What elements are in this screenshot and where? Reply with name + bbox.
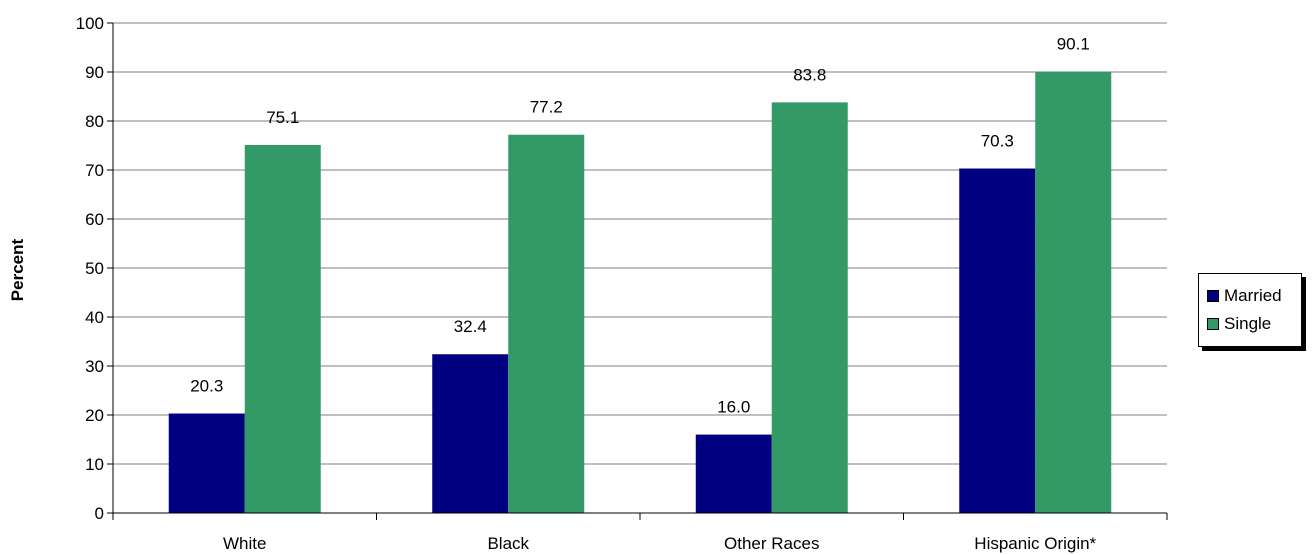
axes xyxy=(107,22,1168,520)
x-tick-label: Black xyxy=(487,534,529,553)
y-tick-label: 90 xyxy=(85,63,104,82)
labels: 0 10 20 30 40 50 60 70 80 90 100 20.3 75.1 White 32.4 7… xyxy=(76,14,1097,553)
x-tick-label: White xyxy=(223,534,266,553)
y-axis-title: Percent xyxy=(8,238,27,301)
y-tick-label: 70 xyxy=(85,161,104,180)
bar-married-0 xyxy=(168,413,245,513)
data-label: 32.4 xyxy=(454,317,487,336)
y-tick-label: 50 xyxy=(85,259,104,278)
y-tick-label: 60 xyxy=(85,210,104,229)
data-label: 77.2 xyxy=(530,98,563,117)
y-tick-label: 100 xyxy=(76,14,104,33)
data-label: 83.8 xyxy=(793,65,826,84)
data-label: 90.1 xyxy=(1057,35,1090,54)
data-label: 20.3 xyxy=(190,377,223,396)
y-tick-label: 80 xyxy=(85,112,104,131)
y-tick-label: 40 xyxy=(85,308,104,327)
legend-swatch-single xyxy=(1207,318,1219,330)
legend-item-married: Married xyxy=(1207,282,1301,310)
bar-married-1 xyxy=(432,354,509,513)
legend-label-single: Single xyxy=(1224,314,1272,333)
data-label: 16.0 xyxy=(717,398,750,417)
y-tick-label: 30 xyxy=(85,357,104,376)
bars xyxy=(168,71,1112,513)
x-tick-label: Hispanic Origin* xyxy=(974,534,1096,553)
bar-single-0 xyxy=(244,145,321,513)
data-label: 75.1 xyxy=(266,108,299,127)
bar-single-1 xyxy=(508,134,585,513)
legend-label-married: Married xyxy=(1224,286,1282,305)
bar-married-3 xyxy=(959,168,1036,513)
data-label: 70.3 xyxy=(981,132,1014,151)
bar-married-2 xyxy=(695,434,772,513)
y-tick-label: 10 xyxy=(85,455,104,474)
legend-swatch-married xyxy=(1207,290,1219,302)
bar-single-3 xyxy=(1035,71,1112,513)
x-tick-label: Other Races xyxy=(724,534,819,553)
legend: Married Single xyxy=(1198,273,1302,347)
y-tick-label: 20 xyxy=(85,406,104,425)
y-tick-label: 0 xyxy=(95,504,104,523)
legend-item-single: Single xyxy=(1207,310,1301,338)
bar-single-2 xyxy=(771,102,848,513)
